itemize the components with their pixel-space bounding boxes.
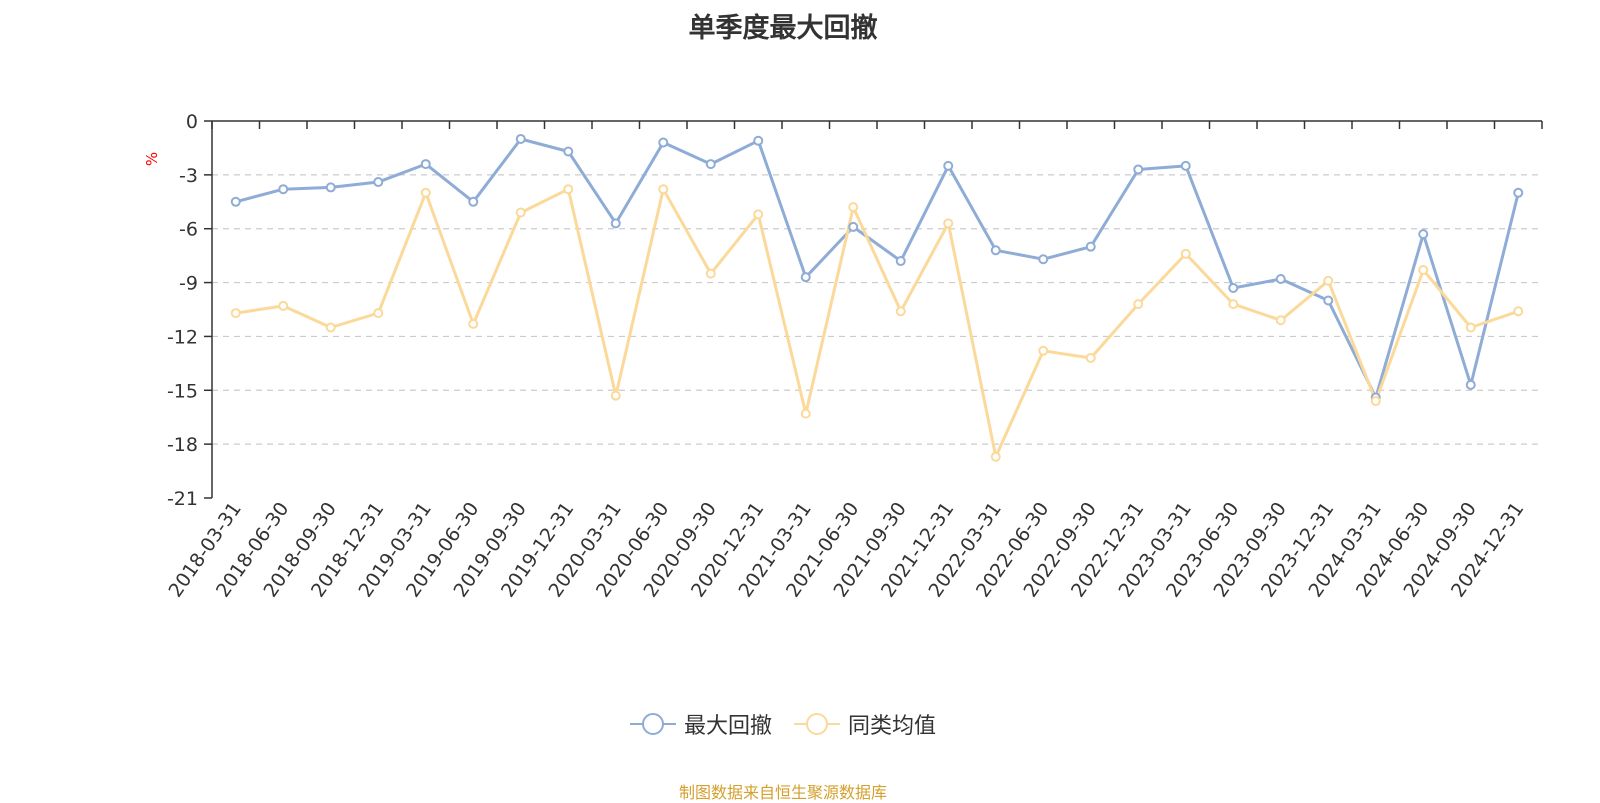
data-point-1[interactable]	[610, 390, 621, 401]
data-point-0[interactable]	[990, 245, 1001, 256]
y-tick-label: -3	[179, 165, 198, 187]
y-tick-label: 0	[186, 111, 198, 133]
data-point-1[interactable]	[420, 187, 431, 198]
y-tick-label: -21	[167, 488, 198, 510]
y-axis-unit-label: %	[143, 152, 161, 166]
data-point-1[interactable]	[1133, 299, 1144, 310]
series-lines	[230, 133, 1524, 462]
data-point-0[interactable]	[325, 182, 336, 193]
data-point-1[interactable]	[1228, 299, 1239, 310]
data-point-1[interactable]	[1513, 306, 1524, 317]
data-point-1[interactable]	[1085, 352, 1096, 363]
data-point-1[interactable]	[895, 306, 906, 317]
data-point-0[interactable]	[1038, 254, 1049, 265]
y-tick-label: -12	[167, 326, 198, 348]
chart-title: 单季度最大回撤	[688, 13, 878, 44]
legend-marker-max-drawdown	[629, 713, 676, 735]
data-point-1[interactable]	[563, 184, 574, 195]
series-line-1	[235, 187, 1519, 459]
data-point-0[interactable]	[943, 160, 954, 171]
axes	[204, 120, 1543, 499]
data-point-0[interactable]	[1465, 379, 1476, 390]
data-point-1[interactable]	[515, 207, 526, 218]
series-line-0	[235, 137, 1520, 399]
data-point-0[interactable]	[705, 159, 716, 170]
data-point-0[interactable]	[610, 218, 621, 229]
data-point-0[interactable]	[420, 159, 431, 170]
y-tick-label: -18	[167, 434, 198, 456]
data-point-1[interactable]	[658, 184, 669, 195]
data-point-1[interactable]	[943, 218, 954, 229]
data-point-1[interactable]	[705, 268, 716, 279]
data-point-1[interactable]	[1323, 275, 1334, 286]
data-point-1[interactable]	[468, 318, 479, 329]
data-point-0[interactable]	[848, 221, 859, 232]
data-point-0[interactable]	[468, 196, 479, 207]
data-point-0[interactable]	[800, 272, 811, 283]
data-point-1[interactable]	[230, 308, 241, 319]
data-point-0[interactable]	[563, 146, 574, 157]
data-point-1[interactable]	[848, 202, 859, 213]
data-point-1[interactable]	[990, 451, 1001, 462]
data-source-note: 制图数据来自恒生聚源数据库	[678, 783, 887, 802]
data-point-0[interactable]	[1418, 229, 1429, 240]
data-point-0[interactable]	[1513, 187, 1524, 198]
y-tick-label: -6	[179, 219, 198, 241]
x-tick-labels: 2018-03-312018-06-302018-09-302018-12-31…	[164, 498, 1528, 601]
data-point-1[interactable]	[1370, 396, 1381, 407]
legend: 最大回撤 同类均值	[0, 708, 1566, 740]
data-point-1[interactable]	[1038, 345, 1049, 356]
data-point-0[interactable]	[658, 137, 669, 148]
data-point-1[interactable]	[753, 209, 764, 220]
data-point-0[interactable]	[230, 196, 241, 207]
legend-item-peer-average[interactable]: 同类均值	[794, 708, 936, 740]
data-point-1[interactable]	[1465, 322, 1476, 333]
y-tick-label: -9	[179, 273, 198, 295]
data-point-0[interactable]	[515, 133, 526, 144]
data-point-0[interactable]	[1228, 282, 1239, 293]
legend-item-max-drawdown[interactable]: 最大回撤	[629, 708, 772, 740]
data-point-1[interactable]	[278, 300, 289, 311]
grid-lines	[212, 174, 1542, 445]
data-point-0[interactable]	[1323, 295, 1334, 306]
data-point-0[interactable]	[753, 135, 764, 146]
data-point-0[interactable]	[1275, 273, 1286, 284]
data-point-0[interactable]	[1085, 241, 1096, 252]
data-point-0[interactable]	[1180, 160, 1191, 171]
data-point-0[interactable]	[895, 256, 906, 267]
y-tick-labels: 0 -3 -6 -9 -12 -15 -18 -21	[167, 111, 198, 510]
data-point-0[interactable]	[373, 177, 384, 188]
data-point-0[interactable]	[1133, 164, 1144, 175]
data-point-1[interactable]	[1180, 248, 1191, 259]
data-point-0[interactable]	[278, 184, 289, 195]
legend-label-peer-average: 同类均值	[848, 714, 937, 739]
data-point-1[interactable]	[325, 322, 336, 333]
data-point-1[interactable]	[800, 408, 811, 419]
data-point-1[interactable]	[1275, 315, 1286, 326]
data-point-1[interactable]	[1418, 265, 1429, 276]
legend-label-max-drawdown: 最大回撤	[683, 714, 772, 739]
legend-marker-peer-average	[794, 713, 840, 735]
y-tick-label: -15	[167, 380, 198, 402]
data-point-1[interactable]	[373, 308, 384, 319]
